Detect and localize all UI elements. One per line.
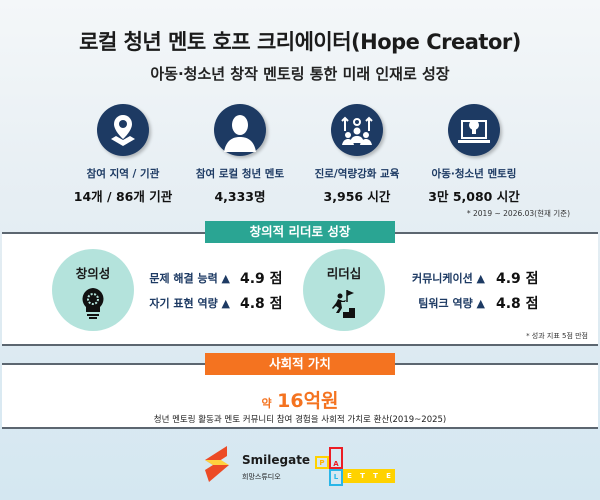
location-pin-icon (97, 104, 149, 156)
social-description: 청년 멘토링 활동과 멘토 커뮤니티 참여 경험을 사회적 가치로 환산(201… (153, 415, 447, 425)
palette-letter: P (315, 456, 329, 469)
stat-label: 진로/역량강화 교육 (314, 168, 400, 180)
stat-label: 아동·청소년 멘토링 (431, 168, 517, 180)
stat-label: 참여 로컬 청년 멘토 (195, 168, 285, 180)
growth-title: 창의적 리더로 성장 (205, 221, 395, 243)
metric-label: 문제 해결 능력 ▲ (149, 272, 230, 285)
metric-score: 4.8 점 (240, 296, 283, 312)
stat-value: 14개 / 86개 기관 (73, 189, 173, 204)
metric-score: 4.9 점 (496, 271, 539, 287)
value-amount: 16억원 (277, 390, 339, 412)
leadership-circle: 리더십 (303, 249, 385, 331)
palette-letter: T (373, 472, 378, 480)
person-icon (214, 104, 266, 156)
growth-note: * 성과 지표 5점 만점 (526, 332, 588, 340)
metric-label: 커뮤니케이션 ▲ (411, 272, 485, 285)
stat-label: 참여 지역 / 기관 (86, 168, 160, 180)
palette-letter: A (329, 447, 343, 469)
palette-letter: L (329, 469, 343, 486)
creativity-circle: 창의성 (52, 249, 134, 331)
social-value: 약 16억원 (0, 386, 600, 413)
stat-mentoring: 아동·청소년 멘토링 3만 5,080 시간 (404, 104, 544, 205)
stat-value: 3,956 시간 (323, 189, 391, 204)
group-name: 창의성 (75, 266, 111, 281)
stat-mentors: 참여 로컬 청년 멘토 4,333명 (170, 104, 310, 205)
social-title: 사회적 가치 (205, 353, 395, 375)
page-title: 로컬 청년 멘토 호프 크리에이터(Hope Creator) (79, 30, 521, 54)
stat-value: 4,333명 (214, 189, 266, 204)
stat-regions: 참여 지역 / 기관 14개 / 86개 기관 (53, 104, 193, 205)
climbing-flag-icon (332, 290, 355, 318)
team-growth-icon (331, 104, 383, 156)
stat-value: 3만 5,080 시간 (428, 189, 520, 204)
metric-score: 4.8 점 (496, 296, 539, 312)
palette-letter: T (360, 472, 365, 480)
smilegate-sub: 희망스튜디오 (242, 473, 281, 481)
metric-score: 4.9 점 (240, 271, 283, 287)
palette-letter: E (347, 472, 352, 480)
palette-letter: E (386, 472, 391, 480)
metric-label: 자기 표현 역량 ▲ (149, 297, 230, 310)
smilegate-name: Smilegate (242, 453, 311, 467)
lightbulb-gear-icon (82, 288, 104, 319)
laptop-lightbulb-icon (448, 104, 500, 156)
page-subtitle: 아동·청소년 창작 멘토링 통한 미래 인재로 성장 (150, 65, 450, 83)
value-prefix: 약 (261, 397, 272, 410)
stats-note: * 2019 ~ 2026.03(현재 기준) (466, 209, 570, 218)
metric-label: 팀워크 역량 ▲ (418, 297, 485, 310)
stat-education: 진로/역량강화 교육 3,956 시간 (287, 104, 427, 205)
smilegate-logo (203, 446, 231, 488)
group-name: 리더십 (326, 266, 362, 281)
